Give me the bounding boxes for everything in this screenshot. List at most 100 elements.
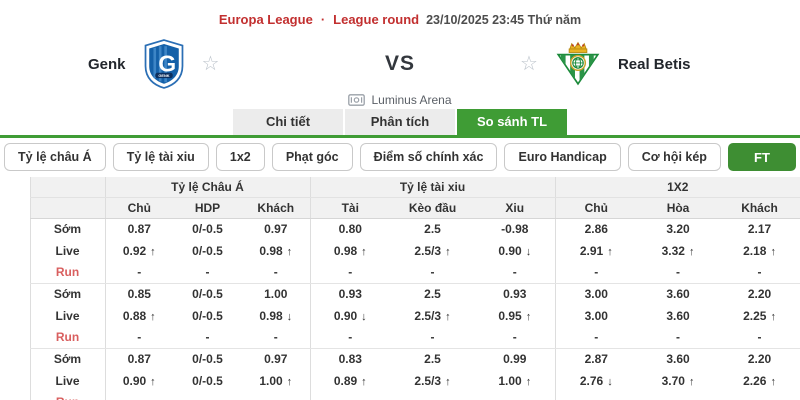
odds-cell: 3.60 <box>637 348 719 370</box>
odds-cell: 2.5 <box>390 283 475 305</box>
col-header-1x2-draw: Hòa <box>637 197 720 219</box>
filter-corners[interactable]: Phạt góc <box>271 143 353 171</box>
odds-value: 2.26 <box>743 373 767 388</box>
odds-value: 2.20 <box>747 287 772 302</box>
odds-value: 0/-0.5 <box>192 287 223 302</box>
odds-cell: 3.32 ↑ <box>637 240 719 262</box>
odds-cell: 2.87 <box>554 348 638 370</box>
odds-value: - <box>594 330 599 345</box>
odds-value: - <box>512 264 517 279</box>
odds-value: 2.5/3 <box>414 373 442 388</box>
row-spacer <box>0 283 30 305</box>
odds-cell: 2.76 ↓ <box>554 369 638 392</box>
odds-cell: 0.87 <box>104 348 173 370</box>
trend-up-icon: ↑ <box>150 245 156 258</box>
odds-cell: - <box>719 391 800 400</box>
odds-value: - <box>205 264 210 279</box>
odds-value: - <box>430 330 435 345</box>
odds-value: 0.87 <box>127 352 151 367</box>
odds-cell: 0/-0.5 <box>173 370 242 392</box>
odds-row: Sớm 0.87 0/-0.5 0.97 0.83 2.5 0.99 2.87 3.60 2.20 <box>0 348 800 370</box>
odds-cell: 1.00 ↑ <box>242 370 310 392</box>
odds-cell: 0/-0.5 <box>173 218 242 240</box>
col-header-asian-hdp: HDP <box>173 197 242 219</box>
tab-chi-tiet[interactable]: Chi tiết <box>233 109 343 135</box>
away-team-name: Real Betis <box>617 55 691 73</box>
odds-value: 0/-0.5 <box>192 222 223 237</box>
odds-value: 0.98 <box>259 243 283 258</box>
filter-1x2[interactable]: 1x2 <box>215 143 265 171</box>
trend-up-icon: ↑ <box>150 375 156 388</box>
odds-value: 0.88 <box>122 308 147 323</box>
away-team: ☆ Real Betis <box>520 34 690 94</box>
filter-over-under[interactable]: Tỷ lệ tài xiu <box>112 143 209 171</box>
filter-double-chance[interactable]: Cơ hội kép <box>627 143 721 171</box>
odds-cell: - <box>719 326 800 349</box>
group-header-1x2: 1X2 <box>554 177 800 198</box>
trend-up-icon: ↑ <box>150 310 156 323</box>
odds-value: - <box>206 395 210 400</box>
odds-value: - <box>758 395 762 400</box>
col-header-1x2-away: Khách <box>719 197 800 219</box>
odds-cell: 0.85 <box>104 283 173 305</box>
odds-value: - <box>757 264 762 279</box>
odds-table: Tỷ lệ Châu Á Tỷ lệ tài xiu 1X2 Chủ HDP K… <box>0 177 800 400</box>
trend-down-icon: ↓ <box>286 310 293 323</box>
odds-cell: - <box>390 391 475 400</box>
odds-cell: - <box>475 391 556 400</box>
odds-value: 0.90 <box>122 373 147 388</box>
odds-cell: - <box>554 326 638 349</box>
trend-up-icon: ↑ <box>688 375 695 388</box>
odds-value: 3.00 <box>584 287 608 302</box>
odds-cell: 2.5 <box>390 348 475 370</box>
odds-value: - <box>348 330 353 345</box>
tab-phan-tich[interactable]: Phân tích <box>345 109 455 135</box>
trend-up-icon: ↑ <box>286 375 293 388</box>
odds-cell: 0.95 ↑ <box>475 305 555 327</box>
odds-value: - <box>512 330 517 345</box>
odds-value: 0/-0.5 <box>192 243 223 258</box>
svg-text:G: G <box>158 51 176 77</box>
filter-asian-odds[interactable]: Tỷ lệ châu Á <box>4 143 106 171</box>
trend-up-icon: ↑ <box>770 375 776 388</box>
odds-cell: 0.98 ↓ <box>242 305 310 327</box>
filter-euro-handicap[interactable]: Euro Handicap <box>504 143 621 171</box>
odds-cell: 1.00 ↑ <box>475 370 555 392</box>
odds-value: 1.00 <box>498 373 522 388</box>
odds-cell: 0.97 <box>242 348 310 370</box>
row-spacer <box>0 348 30 370</box>
odds-cell: 0.89 ↑ <box>309 369 390 392</box>
away-team-logo <box>556 41 600 86</box>
trend-up-icon: ↑ <box>361 375 367 388</box>
odds-row: Run - - - - - - - - - <box>0 326 800 349</box>
odds-value: 2.87 <box>584 352 608 367</box>
odds-value: 0.93 <box>503 287 527 302</box>
odds-value: 3.00 <box>584 308 608 323</box>
row-label: Run <box>29 261 105 284</box>
odds-cell: - <box>104 326 173 349</box>
odds-cell: - <box>173 391 242 400</box>
odds-cell: 2.20 <box>719 348 800 370</box>
header-label-col <box>29 177 105 198</box>
away-favorite-star-icon[interactable]: ☆ <box>520 53 538 75</box>
trend-up-icon: ↑ <box>286 245 293 258</box>
filter-correct-score[interactable]: Điểm số chính xác <box>359 143 498 171</box>
odds-value: 3.20 <box>666 222 690 237</box>
odds-value: 0.87 <box>127 222 151 237</box>
tab-so-sanh-tl[interactable]: So sánh TL <box>457 109 567 135</box>
odds-cell: - <box>475 326 556 349</box>
row-label: Live <box>29 239 105 262</box>
home-favorite-star-icon[interactable]: ☆ <box>201 53 220 75</box>
group-header-asian: Tỷ lệ Châu Á <box>104 177 310 198</box>
league-name: Europa League <box>218 12 313 27</box>
trend-up-icon: ↑ <box>445 375 451 388</box>
odds-value: 1.00 <box>264 287 288 302</box>
odds-value: 0.97 <box>264 222 288 237</box>
odds-value: 0.89 <box>333 373 358 388</box>
header-spacer <box>0 197 30 218</box>
venue-name: Luminus Arena <box>371 93 452 107</box>
odds-value: 0/-0.5 <box>192 373 223 388</box>
odds-cell: - <box>104 391 173 400</box>
ft-button[interactable]: FT <box>727 143 796 171</box>
odds-cell: 0/-0.5 <box>173 240 242 262</box>
